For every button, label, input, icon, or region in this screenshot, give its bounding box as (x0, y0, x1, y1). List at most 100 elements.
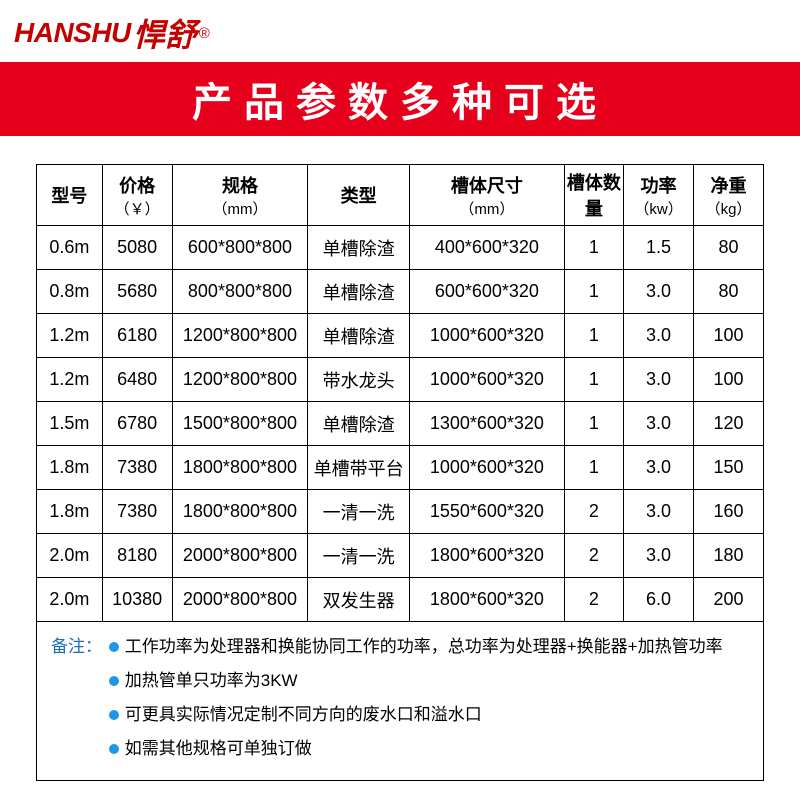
note-line: 加热管单只功率为3KW (109, 664, 723, 698)
table-cell: 3.0 (624, 446, 694, 490)
table-cell: 1500*800*800 (172, 402, 308, 446)
table-cell: 2.0m (37, 578, 103, 622)
bullet-icon (109, 744, 119, 754)
col-header-power: 功率（kw） (624, 165, 694, 226)
table-cell: 1.8m (37, 446, 103, 490)
table-cell: 1000*600*320 (410, 446, 565, 490)
table-header-row: 型号 价格（￥） 规格（mm） 类型 槽体尺寸（mm） 槽体数量 功率（kw） … (37, 165, 764, 226)
table-cell: 1.5m (37, 402, 103, 446)
table-row: 2.0m81802000*800*800一清一洗1800*600*32023.0… (37, 534, 764, 578)
table-row: 1.8m73801800*800*800单槽带平台1000*600*32013.… (37, 446, 764, 490)
table-cell: 1.5 (624, 226, 694, 270)
table-cell: 180 (694, 534, 764, 578)
table-cell: 单槽除渣 (308, 402, 410, 446)
table-cell: 1300*600*320 (410, 402, 565, 446)
table-cell: 1800*600*320 (410, 578, 565, 622)
table-cell: 1.2m (37, 314, 103, 358)
table-cell: 1.8m (37, 490, 103, 534)
note-text: 加热管单只功率为3KW (125, 664, 298, 698)
table-cell: 5080 (102, 226, 172, 270)
table-row: 2.0m103802000*800*800双发生器1800*600*32026.… (37, 578, 764, 622)
table-cell: 单槽除渣 (308, 270, 410, 314)
table-cell: 100 (694, 358, 764, 402)
table-cell: 1000*600*320 (410, 314, 565, 358)
table-cell: 3.0 (624, 490, 694, 534)
table-cell: 800*800*800 (172, 270, 308, 314)
table-cell: 10380 (102, 578, 172, 622)
table-cell: 160 (694, 490, 764, 534)
table-cell: 1200*800*800 (172, 358, 308, 402)
table-cell: 双发生器 (308, 578, 410, 622)
table-cell: 2.0m (37, 534, 103, 578)
col-header-weight: 净重（kg） (694, 165, 764, 226)
table-cell: 1 (564, 446, 623, 490)
table-cell: 1800*800*800 (172, 446, 308, 490)
table-cell: 2000*800*800 (172, 534, 308, 578)
logo-chinese: 悍舒 (133, 10, 197, 56)
notes-list: 工作功率为处理器和换能协同工作的功率，总功率为处理器+换能器+加热管功率加热管单… (109, 630, 723, 766)
table-cell: 6780 (102, 402, 172, 446)
banner-title: 产品参数多种可选 (0, 62, 800, 136)
notes-row: 备注： 工作功率为处理器和换能协同工作的功率，总功率为处理器+换能器+加热管功率… (37, 622, 764, 781)
table-cell: 100 (694, 314, 764, 358)
table-cell: 3.0 (624, 402, 694, 446)
table-row: 0.6m5080600*800*800单槽除渣400*600*32011.580 (37, 226, 764, 270)
table-cell: 6180 (102, 314, 172, 358)
table-cell: 0.6m (37, 226, 103, 270)
table-cell: 1 (564, 358, 623, 402)
table-cell: 带水龙头 (308, 358, 410, 402)
table-row: 0.8m5680800*800*800单槽除渣600*600*32013.080 (37, 270, 764, 314)
table-cell: 1 (564, 314, 623, 358)
table-cell: 1000*600*320 (410, 358, 565, 402)
table-cell: 6.0 (624, 578, 694, 622)
col-header-qty: 槽体数量 (564, 165, 623, 226)
table-cell: 1800*600*320 (410, 534, 565, 578)
table-cell: 单槽除渣 (308, 314, 410, 358)
table-cell: 1 (564, 226, 623, 270)
col-header-spec: 规格（mm） (172, 165, 308, 226)
table-row: 1.5m67801500*800*800单槽除渣1300*600*32013.0… (37, 402, 764, 446)
table-cell: 1800*800*800 (172, 490, 308, 534)
table-cell: 一清一洗 (308, 490, 410, 534)
table-cell: 2 (564, 490, 623, 534)
table-cell: 2 (564, 578, 623, 622)
table-cell: 80 (694, 270, 764, 314)
col-header-tank: 槽体尺寸（mm） (410, 165, 565, 226)
logo-registered: ® (199, 25, 210, 42)
table-cell: 7380 (102, 446, 172, 490)
table-cell: 0.8m (37, 270, 103, 314)
table-cell: 2 (564, 534, 623, 578)
bullet-icon (109, 676, 119, 686)
table-cell: 单槽除渣 (308, 226, 410, 270)
bullet-icon (109, 642, 119, 652)
table-row: 1.2m61801200*800*800单槽除渣1000*600*32013.0… (37, 314, 764, 358)
table-cell: 3.0 (624, 314, 694, 358)
table-cell: 1 (564, 402, 623, 446)
note-text: 如需其他规格可单独订做 (125, 732, 312, 766)
table-cell: 3.0 (624, 534, 694, 578)
table-cell: 2000*800*800 (172, 578, 308, 622)
table-cell: 3.0 (624, 358, 694, 402)
table-cell: 3.0 (624, 270, 694, 314)
table-row: 1.2m64801200*800*800带水龙头1000*600*32013.0… (37, 358, 764, 402)
logo-english: HANSHU (14, 17, 131, 49)
table-cell: 200 (694, 578, 764, 622)
table-cell: 8180 (102, 534, 172, 578)
notes-label: 备注： (51, 630, 102, 664)
table-cell: 7380 (102, 490, 172, 534)
table-cell: 150 (694, 446, 764, 490)
col-header-type: 类型 (308, 165, 410, 226)
bullet-icon (109, 710, 119, 720)
table-cell: 120 (694, 402, 764, 446)
note-text: 可更具实际情况定制不同方向的废水口和溢水口 (125, 698, 482, 732)
note-line: 可更具实际情况定制不同方向的废水口和溢水口 (109, 698, 723, 732)
spec-table-container: 型号 价格（￥） 规格（mm） 类型 槽体尺寸（mm） 槽体数量 功率（kw） … (0, 136, 800, 781)
table-cell: 一清一洗 (308, 534, 410, 578)
table-cell: 1.2m (37, 358, 103, 402)
col-header-price: 价格（￥） (102, 165, 172, 226)
col-header-model: 型号 (37, 165, 103, 226)
note-text: 工作功率为处理器和换能协同工作的功率，总功率为处理器+换能器+加热管功率 (125, 630, 723, 664)
table-cell: 单槽带平台 (308, 446, 410, 490)
table-cell: 600*800*800 (172, 226, 308, 270)
table-cell: 80 (694, 226, 764, 270)
